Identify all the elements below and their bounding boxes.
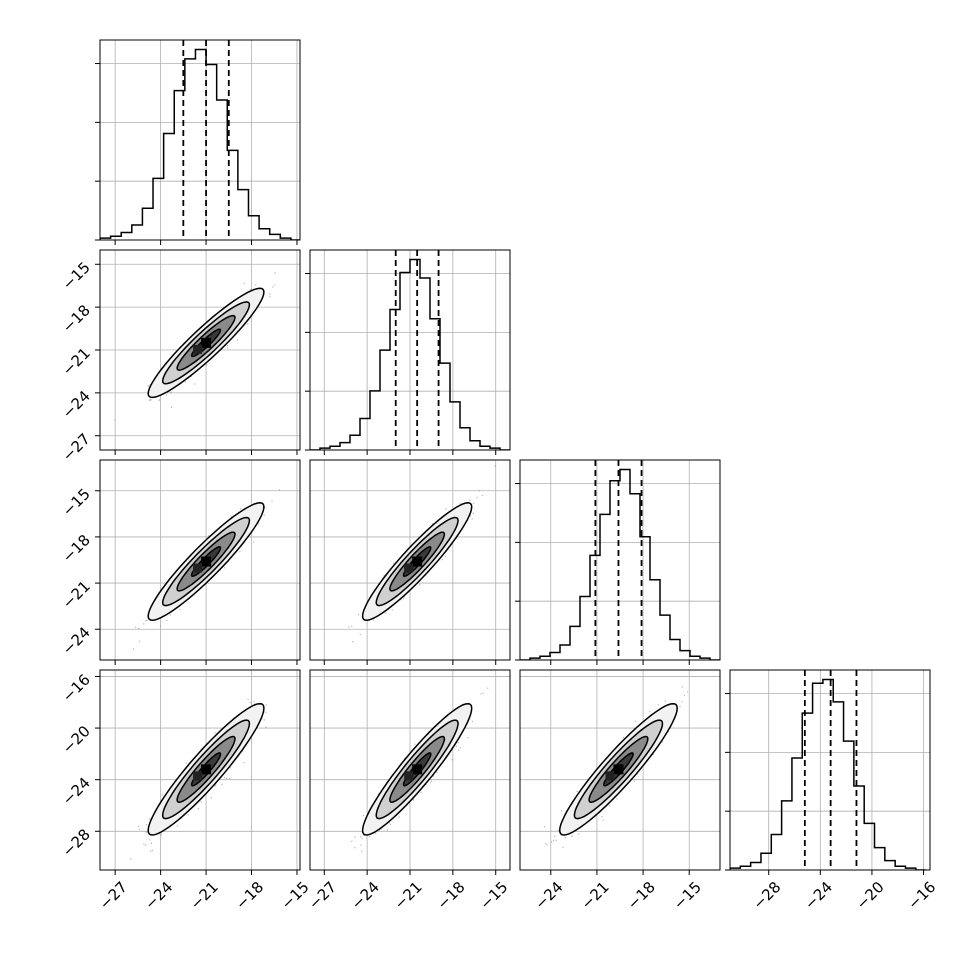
x-tick-label: −18 [624, 878, 659, 913]
density-peak [605, 771, 615, 781]
histogram-step [100, 48, 300, 240]
panel-3-2: −24 −21 −18 −15 [519, 669, 721, 913]
density-peak [201, 337, 212, 348]
y-tick-label: −21 [59, 344, 94, 379]
density-peak [412, 764, 423, 775]
y-tick-label: −24 [59, 774, 94, 809]
y-tick-label: −28 [59, 825, 94, 860]
density-peak [201, 556, 212, 567]
x-tick-label: −18 [433, 878, 468, 913]
panel-1-0: −27 −24 −21 −18 −15 [59, 249, 301, 465]
density-peak [613, 764, 624, 775]
y-tick-label: −20 [59, 722, 94, 757]
density-peak [193, 344, 203, 354]
panel-frame [729, 669, 931, 871]
scatter-points [130, 698, 267, 860]
x-tick-label: −24 [531, 878, 566, 913]
y-tick-label: −18 [59, 531, 94, 566]
x-tick-label: −20 [853, 878, 888, 913]
y-tick-label: −15 [59, 485, 94, 520]
panel-3-0: −27 −24 −21 −18 −15 −28 −24 −20 −16 [59, 669, 313, 913]
density-peak [404, 771, 414, 781]
y-tick-label: −24 [59, 387, 94, 422]
y-tick-label: −16 [59, 671, 94, 706]
y-tick-label: −24 [59, 623, 94, 658]
panel-3-1: −27 −24 −21 −18 −15 [305, 669, 511, 913]
histogram-step [310, 258, 510, 450]
x-tick-label: −24 [141, 878, 176, 913]
y-tick-label: −21 [59, 577, 94, 612]
density-peak [412, 556, 423, 567]
y-tick-label: −18 [59, 301, 94, 336]
histogram-step [730, 678, 927, 870]
density-peak [404, 563, 414, 573]
x-tick-label: −21 [187, 878, 222, 913]
x-tick-label: −15 [476, 878, 511, 913]
x-tick-label: −28 [749, 878, 784, 913]
panel-2-0: −24 −21 −18 −15 [59, 459, 301, 665]
panel-3-3: −28 −24 −20 −16 [725, 669, 939, 913]
panel-frame [99, 459, 301, 661]
x-tick-label: −15 [278, 878, 313, 913]
x-tick-label: −15 [670, 878, 705, 913]
x-tick-label: −18 [232, 878, 267, 913]
panel-0-0 [95, 39, 301, 245]
panel-frame [519, 669, 721, 871]
panel-2-2 [515, 459, 721, 665]
panel-frame [99, 39, 301, 241]
x-tick-label: −27 [305, 878, 340, 913]
panel-1-1 [305, 249, 511, 455]
x-tick-label: −24 [348, 878, 383, 913]
panel-2-1 [309, 459, 511, 665]
x-tick-label: −21 [391, 878, 426, 913]
density-peak [193, 771, 203, 781]
x-tick-label: −16 [904, 878, 939, 913]
panel-frame [99, 669, 301, 871]
y-tick-label: −15 [59, 258, 94, 293]
histogram-step [520, 468, 720, 660]
x-tick-label: −21 [578, 878, 613, 913]
density-peak [193, 563, 203, 573]
panel-frame [519, 459, 721, 661]
y-tick-label: −27 [59, 430, 94, 465]
x-tick-label: −27 [96, 878, 131, 913]
x-tick-label: −24 [801, 878, 836, 913]
density-peak [201, 764, 212, 775]
